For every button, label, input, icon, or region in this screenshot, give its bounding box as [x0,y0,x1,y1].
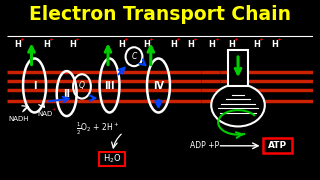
Text: ADP +P: ADP +P [190,141,219,150]
Text: +: + [75,37,79,42]
Text: +: + [214,37,219,42]
Text: H: H [228,40,235,49]
Text: Q: Q [79,81,85,90]
Text: H: H [143,40,150,49]
Text: H$_2$O: H$_2$O [103,152,121,165]
Text: +: + [124,37,128,42]
Text: H: H [271,40,278,49]
Text: NAD: NAD [38,111,53,117]
Text: $\frac{1}{2}$O$_2$ + 2H$^+$: $\frac{1}{2}$O$_2$ + 2H$^+$ [76,121,119,137]
Text: H: H [14,40,21,49]
Text: C: C [131,52,137,61]
Text: H: H [69,40,76,49]
Text: +: + [49,37,53,42]
Ellipse shape [211,84,265,126]
Text: NADH: NADH [8,116,29,122]
Text: II: II [63,89,70,99]
Text: +: + [234,37,238,42]
Text: +: + [176,37,180,42]
Text: +: + [20,37,24,42]
Text: ATP: ATP [268,141,287,150]
FancyBboxPatch shape [99,152,125,166]
Text: H: H [253,40,260,49]
Text: Electron Transport Chain: Electron Transport Chain [29,5,291,24]
Text: +: + [148,37,153,42]
Text: +: + [52,107,56,112]
FancyBboxPatch shape [228,50,248,86]
Text: H: H [170,40,177,49]
FancyBboxPatch shape [262,138,292,153]
Text: H: H [187,40,194,49]
Text: +: + [258,37,263,42]
Text: +: + [193,37,197,42]
Text: III: III [104,80,115,91]
Text: H: H [118,40,125,49]
Text: I: I [33,80,36,91]
Text: H: H [209,40,215,49]
Text: IV: IV [153,80,164,91]
Text: +: + [277,37,281,42]
Text: H: H [43,40,50,49]
